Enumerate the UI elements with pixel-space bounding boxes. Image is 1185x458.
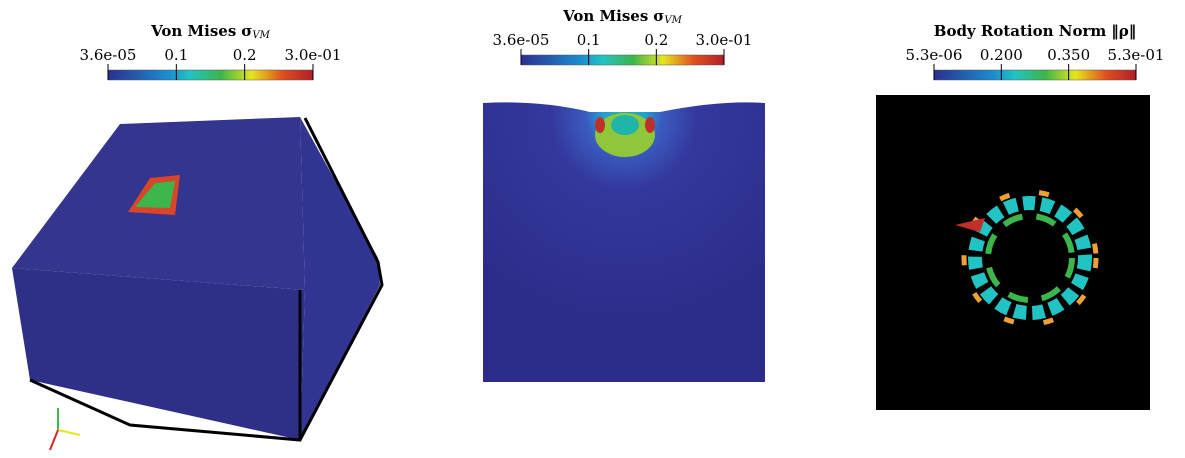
figure: Von MisesσVM3.6e-050.10.23.0e-01Von Mise… [0, 0, 1185, 458]
colorbar-subscript: VM [252, 30, 270, 41]
colorbar-symbol: ‖ρ‖ [1111, 22, 1136, 40]
colorbar-symbol: σ [653, 7, 664, 25]
section-render [483, 102, 765, 382]
colorbar-symbol: σ [241, 22, 252, 40]
cube-render [12, 117, 382, 450]
colorbar-tick-label: 3.6e-05 [80, 46, 137, 64]
colorbar-tick-label: 3.0e-01 [696, 31, 753, 49]
colorbar-title-text: Body Rotation Norm [934, 22, 1107, 40]
colorbar-title-text: Von Mises [150, 22, 236, 40]
colorbar-tick-label: 3.6e-05 [493, 31, 550, 49]
colorbar [108, 70, 313, 80]
colorbar [934, 70, 1136, 80]
colorbar-tick-label: 5.3e-06 [906, 46, 963, 64]
rotation-render [876, 95, 1150, 410]
colorbar-title: Von Mises σVM [150, 22, 270, 41]
colorbar-tick-label: 0.2 [644, 31, 668, 49]
colorbar [521, 55, 724, 65]
colorbar-tick-label: 0.350 [1047, 46, 1090, 64]
colorbar-tick-label: 0.200 [980, 46, 1023, 64]
colorbar-tick-label: 3.0e-01 [285, 46, 342, 64]
colorbar-title: Von Mises σVM [562, 7, 682, 26]
colorbar-title: Body Rotation Norm‖ρ‖ [934, 22, 1136, 40]
colorbar-tick-label: 0.1 [577, 31, 601, 49]
colorbar-subscript: VM [664, 15, 682, 26]
colorbar-tick-label: 5.3e-01 [1108, 46, 1165, 64]
colorbar-tick-label: 0.1 [164, 46, 188, 64]
colorbar-title-text: Von Mises [562, 7, 648, 25]
colorbar-tick-label: 0.2 [233, 46, 257, 64]
